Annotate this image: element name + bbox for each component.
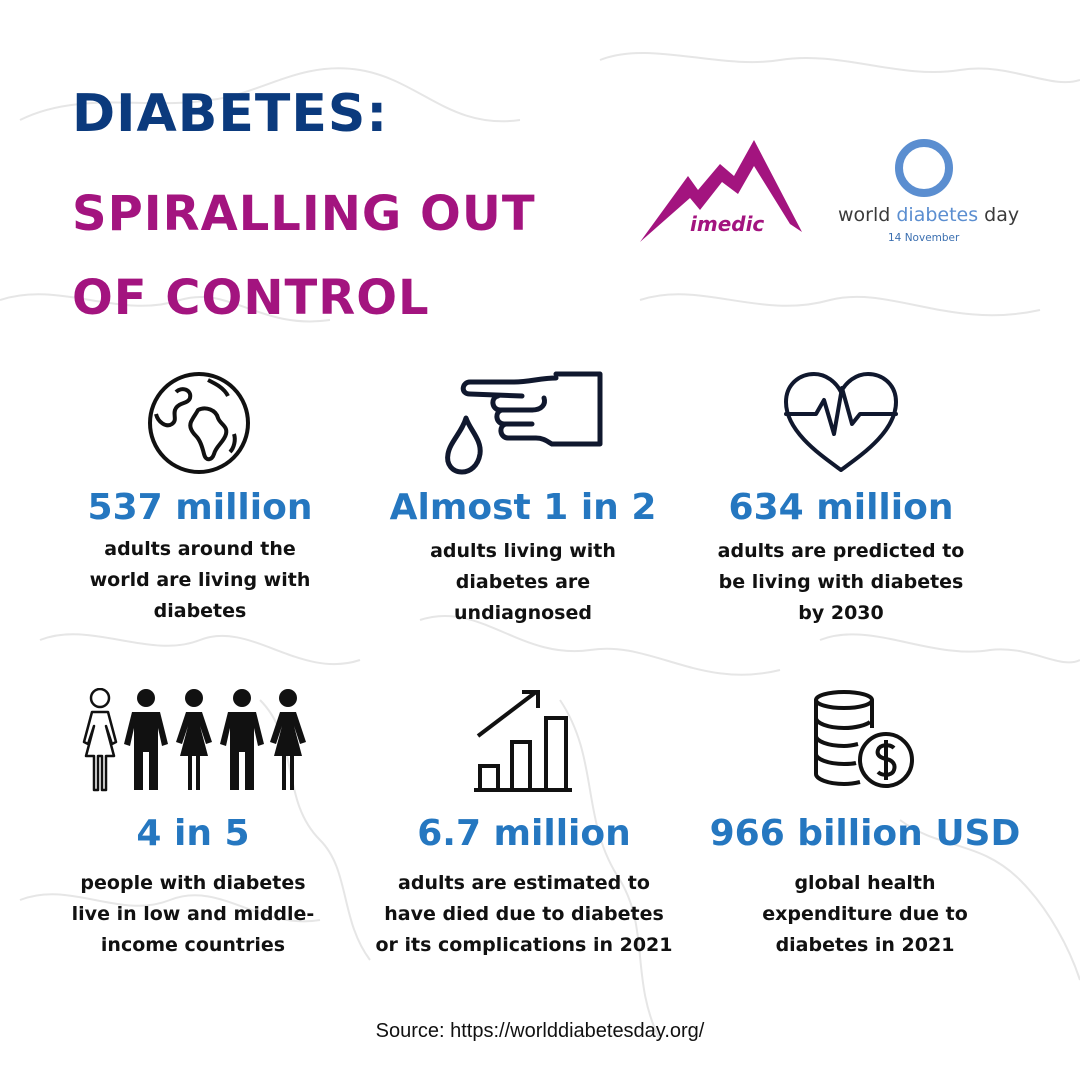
wdd-logo-prefix: world (838, 204, 897, 226)
coins-dollar-icon (814, 690, 914, 788)
stat-value: 634 million (728, 487, 954, 528)
stat-description: adults are estimated to have died due to… (375, 872, 673, 956)
blue-circle-icon (895, 139, 953, 197)
stat-description: adults are predicted to be living with d… (717, 540, 965, 624)
heartbeat-icon (784, 372, 898, 472)
stat-value: Almost 1 in 2 (389, 487, 657, 528)
imedic-logo-text: imedic (690, 212, 765, 236)
stat-description: adults around the world are living with … (89, 538, 311, 622)
stat-value: 6.7 million (417, 813, 631, 854)
people-icon (82, 688, 306, 792)
finger-blood-drop-icon (445, 371, 603, 475)
stat-description: adults living with diabetes are undiagno… (430, 540, 616, 624)
stat-value: 4 in 5 (136, 813, 250, 854)
source-citation: Source: https://worlddiabetesday.org/ (375, 1020, 705, 1042)
wdd-logo-suffix: day (978, 204, 1020, 226)
mountain-logo-icon (640, 140, 802, 242)
stat-value: 537 million (87, 487, 313, 528)
wdd-logo-accent: diabetes (896, 204, 979, 226)
globe-icon (148, 372, 250, 474)
stat-value: 966 billion USD (709, 813, 1021, 854)
wdd-logo-text: world diabetes day (838, 204, 1019, 226)
stat-description: global health expenditure due to diabete… (762, 872, 968, 956)
page-title-line-2: SPIRALLING OUT OF CONTROL (72, 186, 536, 326)
stat-description: people with diabetes live in low and mid… (71, 872, 315, 956)
page-title-line-1: DIABETES: (72, 84, 389, 144)
growth-chart-icon (474, 690, 572, 792)
wdd-logo-date: 14 November (888, 232, 960, 244)
